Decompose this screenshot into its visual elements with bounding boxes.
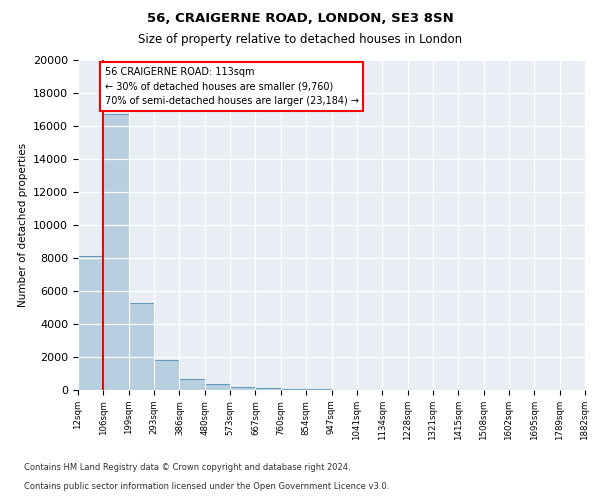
Bar (256, 388, 281, 390)
Text: Contains HM Land Registry data © Crown copyright and database right 2024.: Contains HM Land Registry data © Crown c… (24, 464, 350, 472)
Text: 56 CRAIGERNE ROAD: 113sqm
← 30% of detached houses are smaller (9,760)
70% of se: 56 CRAIGERNE ROAD: 113sqm ← 30% of detac… (104, 66, 359, 106)
Bar (154, 360, 179, 390)
Text: Contains public sector information licensed under the Open Government Licence v3: Contains public sector information licen… (24, 482, 389, 491)
Bar (230, 386, 256, 390)
Bar (103, 114, 128, 390)
Y-axis label: Number of detached properties: Number of detached properties (17, 143, 28, 307)
Bar (281, 389, 306, 390)
Text: 56, CRAIGERNE ROAD, LONDON, SE3 8SN: 56, CRAIGERNE ROAD, LONDON, SE3 8SN (146, 12, 454, 26)
Bar (179, 380, 205, 390)
Text: Size of property relative to detached houses in London: Size of property relative to detached ho… (138, 32, 462, 46)
Bar (78, 256, 103, 390)
Bar (128, 302, 154, 390)
Bar (205, 384, 230, 390)
